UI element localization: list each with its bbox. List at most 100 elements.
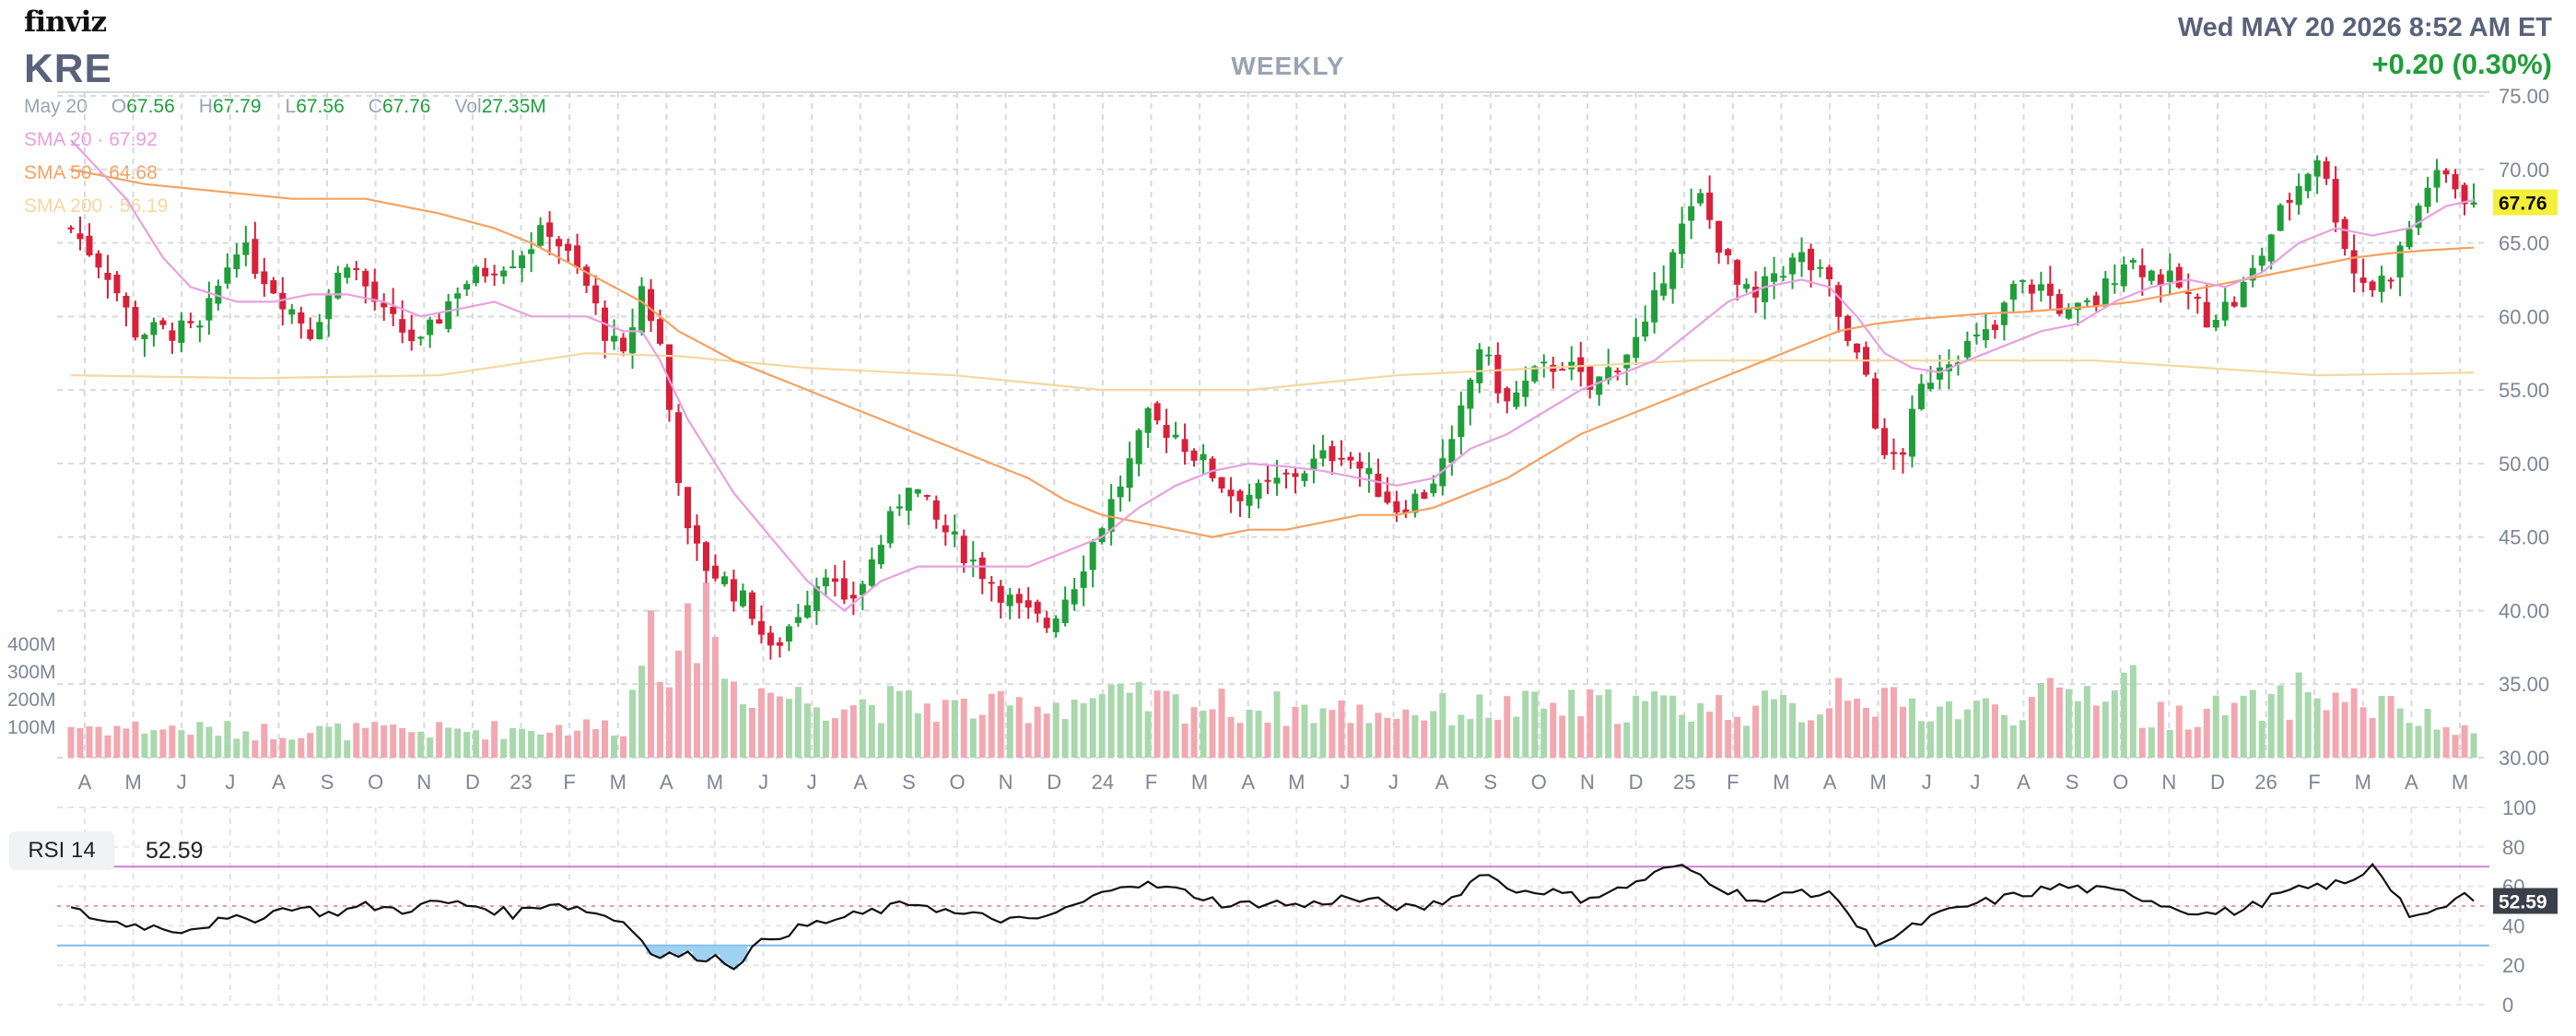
volume-bar	[831, 718, 838, 758]
candle-body	[1209, 458, 1216, 478]
time-axis-tick: M	[610, 771, 626, 794]
candle-body	[1908, 408, 1915, 457]
time-axis-tick: A	[853, 771, 867, 794]
candle-body	[1596, 376, 1603, 395]
candle-body	[427, 319, 434, 336]
volume-bar	[1504, 696, 1511, 758]
candle-body	[334, 272, 342, 299]
candle-body	[2166, 270, 2173, 282]
candle-body	[720, 576, 728, 584]
volume-bar	[1798, 722, 1806, 758]
time-axis-tick: N	[999, 771, 1013, 794]
time-axis-tick: N	[1580, 771, 1595, 794]
time-axis-tick: J	[177, 771, 187, 794]
candle-body	[1890, 452, 1897, 454]
volume-bar	[1568, 689, 1575, 758]
candle-body	[1264, 479, 1271, 482]
candle-body	[2442, 170, 2450, 175]
sma200-legend[interactable]: SMA 200 · 56.19	[24, 195, 169, 217]
candle-body	[242, 241, 250, 255]
candle-body	[730, 579, 737, 602]
candle-body	[2231, 301, 2238, 307]
quote-datetime: Wed MAY 20 2026 8:52 AM ET	[2177, 13, 2552, 42]
volume-bar	[1329, 710, 1336, 758]
candle-body	[1494, 354, 1502, 394]
candle-body	[1614, 370, 1622, 372]
volume-bar	[1264, 723, 1271, 758]
last-price-tag	[2493, 189, 2558, 216]
volume-bar	[399, 727, 406, 758]
volume-bar	[2231, 702, 2238, 758]
volume-bar	[840, 709, 848, 758]
volume-bar	[2267, 694, 2275, 758]
time-axis-tick: 23	[509, 771, 532, 794]
candle-body	[2120, 264, 2127, 287]
volume-bar	[2452, 735, 2459, 758]
candle-body	[1485, 354, 1493, 357]
candle-body	[739, 590, 746, 606]
time-axis-tick: S	[902, 771, 916, 794]
candle-body	[2055, 294, 2063, 314]
candle-body	[1605, 367, 1612, 381]
volume-bar	[629, 689, 637, 758]
volume-bar	[169, 725, 176, 758]
volume-bar	[923, 703, 931, 758]
volume-bar	[868, 704, 875, 758]
candle-body	[1375, 474, 1382, 498]
candle-body	[2323, 161, 2330, 179]
volume-bar	[1513, 716, 1520, 758]
volume-bar	[298, 737, 305, 758]
candle-body	[1973, 334, 1980, 336]
volume-bar	[76, 727, 84, 758]
volume-bar	[1153, 690, 1161, 758]
candle-body	[2258, 255, 2266, 266]
candle-body	[1135, 430, 1142, 465]
candle-body	[279, 292, 287, 310]
candle-body	[2065, 309, 2072, 319]
price-axis-tick: 65.00	[2499, 232, 2549, 255]
candle-body	[2267, 234, 2275, 262]
volume-bar	[1771, 699, 1778, 758]
candle-body	[436, 319, 443, 324]
candle-body	[2350, 250, 2358, 274]
volume-bar	[1817, 714, 1824, 758]
price-axis-tick: 40.00	[2499, 599, 2549, 622]
candle-body	[693, 524, 700, 544]
candle-body	[1926, 383, 1934, 390]
candle-body	[2332, 179, 2339, 223]
candle-body	[1015, 594, 1023, 604]
finviz-logo[interactable]: finviz	[24, 6, 107, 39]
candle-body	[905, 488, 912, 512]
candle-body	[1384, 491, 1391, 503]
volume-bar	[657, 681, 664, 758]
candle-body	[1338, 457, 1345, 460]
candle-body	[76, 233, 84, 240]
close-value: 67.76	[381, 96, 431, 117]
candle-body	[914, 489, 921, 494]
candle-body	[1587, 366, 1594, 390]
volume-bar	[1808, 720, 1815, 758]
volume-bar	[2102, 701, 2109, 758]
rsi-value: 52.59	[146, 838, 204, 864]
time-axis-tick: 25	[1673, 771, 1695, 794]
candle-body	[1540, 361, 1548, 364]
candle-body	[1963, 340, 1971, 358]
volume-bar	[1522, 690, 1529, 758]
volume-bar	[776, 696, 783, 758]
candle-body	[942, 524, 949, 533]
sma20-legend[interactable]: SMA 20 · 67.92	[24, 129, 158, 150]
time-axis-tick: D	[1047, 771, 1061, 794]
candle-body	[840, 578, 848, 600]
time-axis-tick: D	[465, 771, 480, 794]
price-axis-tick: 50.00	[2499, 453, 2549, 476]
candle-body	[794, 617, 802, 623]
candle-body	[1190, 450, 1198, 461]
rsi-label[interactable]: RSI 14	[9, 831, 114, 870]
candle-body	[849, 595, 857, 599]
time-axis-tick: A	[1435, 771, 1449, 794]
time-axis-tick: M	[1191, 771, 1208, 794]
candle-body	[1246, 494, 1253, 506]
candle-body	[1623, 354, 1631, 369]
rsi-current-value: 52.59	[2499, 891, 2547, 912]
